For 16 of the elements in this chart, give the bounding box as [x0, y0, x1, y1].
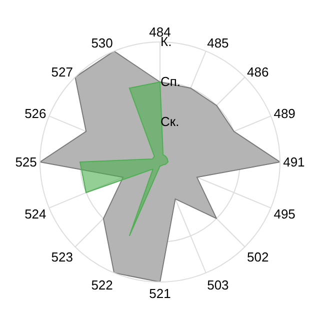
spoke-label: 526 [24, 106, 46, 122]
spoke-label: 525 [15, 154, 37, 170]
spoke-label: 489 [274, 106, 296, 122]
spoke-label: 523 [51, 249, 73, 264]
spoke-label: 502 [247, 249, 269, 264]
spoke-label: 503 [207, 277, 229, 292]
spoke-label: 485 [207, 36, 229, 51]
spoke-label: 495 [274, 206, 296, 222]
spoke-label: 530 [91, 36, 113, 51]
spoke-label: 524 [24, 206, 46, 222]
spoke-label: 527 [51, 64, 73, 80]
spoke-label: 491 [283, 154, 305, 170]
spoke-label: 522 [91, 277, 113, 292]
y-tick-label: Сп. [160, 74, 181, 90]
spoke-label: 486 [247, 64, 269, 80]
spoke-label: 521 [149, 286, 171, 302]
